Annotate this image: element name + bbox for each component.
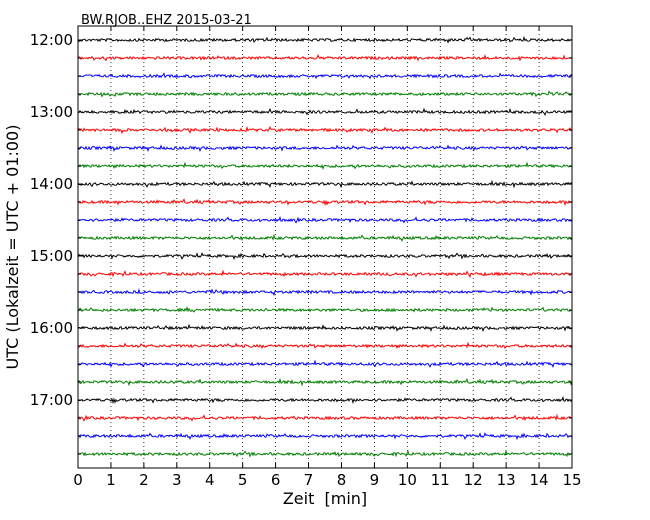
trace-line <box>77 396 573 405</box>
y-tick-label: 17:00 <box>30 391 73 409</box>
x-tick-label: 3 <box>172 471 182 489</box>
x-tick-label: 13 <box>497 471 516 489</box>
trace-line <box>77 125 573 135</box>
y-axis-label: UTC (Lokalzeit = UTC + 01:00) <box>3 125 22 370</box>
trace-line <box>77 252 573 261</box>
x-tick-label: 7 <box>304 471 314 489</box>
x-tick-label: 9 <box>370 471 380 489</box>
y-tick-label: 13:00 <box>30 103 73 121</box>
trace-line <box>77 179 573 189</box>
x-tick-label: 15 <box>562 471 581 489</box>
trace-line <box>77 144 573 153</box>
y-tick-label: 14:00 <box>30 175 73 193</box>
x-tick-label: 12 <box>464 471 483 489</box>
x-tick-label: 2 <box>139 471 149 489</box>
y-tick-label: 16:00 <box>30 319 73 337</box>
x-tick-label: 14 <box>530 471 549 489</box>
trace-line <box>77 72 573 80</box>
trace-line <box>77 233 573 242</box>
plot-background <box>78 26 572 468</box>
x-tick-label: 0 <box>73 471 83 489</box>
trace-line <box>77 359 573 368</box>
trace-line <box>77 413 573 422</box>
x-tick-label: 6 <box>271 471 281 489</box>
trace-line <box>77 107 573 117</box>
x-tick-label: 5 <box>238 471 248 489</box>
chart-title: BW.RJOB..EHZ 2015-03-21 <box>81 13 252 28</box>
trace-line <box>77 377 573 387</box>
trace-line <box>77 197 573 207</box>
trace-line <box>77 432 573 441</box>
trace-line <box>77 35 573 44</box>
y-axis-ticks: 12:00 13:00 14:00 15:00 16:00 17:00 <box>30 31 572 455</box>
x-tick-label: 11 <box>431 471 450 489</box>
trace-line <box>77 323 573 333</box>
seismic-traces <box>77 35 573 458</box>
trace-line <box>77 53 573 62</box>
vertical-grid <box>110 26 540 468</box>
y-tick-label: 15:00 <box>30 247 73 265</box>
y-tick-label: 12:00 <box>30 31 73 49</box>
trace-line <box>77 90 573 98</box>
x-axis-label: Zeit [min] <box>283 489 367 508</box>
trace-line <box>77 305 573 313</box>
trace-line <box>77 288 573 297</box>
x-tick-label: 4 <box>205 471 215 489</box>
trace-line <box>77 161 573 170</box>
trace-line <box>77 341 573 350</box>
x-tick-label: 1 <box>106 471 116 489</box>
trace-line <box>77 449 573 458</box>
x-axis-ticks: 0 1 2 3 4 5 6 7 8 9 10 11 12 13 14 15 <box>73 26 582 489</box>
trace-line <box>77 216 573 224</box>
x-tick-label: 8 <box>337 471 347 489</box>
trace-line <box>77 269 573 278</box>
plot-frame <box>77 25 573 469</box>
x-tick-label: 10 <box>398 471 417 489</box>
